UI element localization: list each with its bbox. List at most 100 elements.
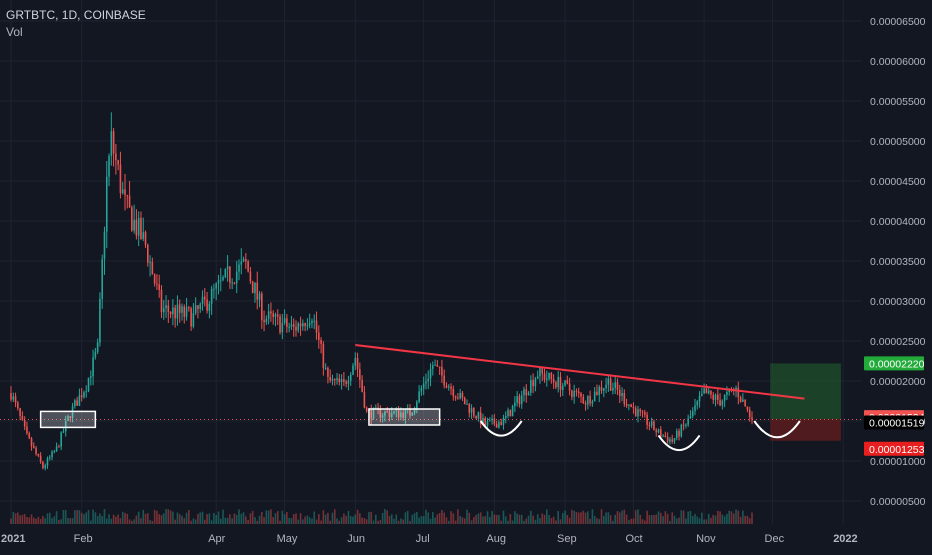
cup-arc[interactable] <box>753 420 801 439</box>
volume-bar <box>466 509 468 524</box>
target-zone[interactable] <box>770 363 841 420</box>
volume-bar <box>498 515 500 524</box>
candle-body <box>64 420 67 432</box>
volume-bar <box>614 514 616 524</box>
candle-body <box>238 264 240 272</box>
volume-bar <box>730 511 733 524</box>
volume-bar <box>575 511 578 524</box>
volume-bar <box>381 512 384 524</box>
candle-body <box>701 393 703 396</box>
volume-bar <box>361 517 363 524</box>
candle-body <box>557 376 559 388</box>
candle-body <box>322 343 325 368</box>
candle-body <box>628 404 630 406</box>
volume-bar <box>504 516 507 524</box>
volume-bar <box>511 520 514 524</box>
volume-bar <box>509 514 512 524</box>
volume-bar <box>290 517 293 524</box>
y-tick-label: 0.00003500 <box>870 256 926 268</box>
candle-body <box>226 266 229 269</box>
volume-bar <box>568 517 571 524</box>
candle-body <box>199 303 202 310</box>
volume-bar <box>83 514 85 524</box>
candle-body <box>318 332 320 340</box>
volume-bar <box>459 515 461 524</box>
volume-bar <box>327 512 329 524</box>
volume-bar <box>265 510 268 524</box>
candle-body <box>14 396 17 403</box>
volume-bar <box>500 520 502 524</box>
volume-bar <box>224 517 227 524</box>
candle-body <box>204 296 206 300</box>
consolidation-box[interactable] <box>368 408 441 426</box>
x-tick-label: Sep <box>557 533 577 545</box>
candle-body <box>390 413 393 417</box>
resistance-trendline[interactable] <box>355 344 805 400</box>
candle-body <box>115 153 117 161</box>
cup-arc[interactable] <box>657 434 701 452</box>
volume-bar <box>726 513 728 524</box>
candle-body <box>536 376 539 379</box>
volume-bar <box>721 514 724 524</box>
volume-bar <box>235 514 238 524</box>
candle-body <box>630 404 632 407</box>
candle-body <box>233 282 236 284</box>
volume-bar <box>639 514 642 524</box>
volume-bar <box>447 520 450 524</box>
candle-body <box>705 388 708 394</box>
candle-body <box>311 320 313 324</box>
volume-bar <box>468 512 471 524</box>
volume-bar <box>274 513 277 524</box>
volume-bar <box>438 512 441 524</box>
volume-bar <box>229 514 231 524</box>
cup-arc[interactable] <box>479 420 523 437</box>
volume-bar <box>144 513 147 524</box>
candle-body <box>158 284 160 290</box>
candle-body <box>543 373 546 380</box>
candle-body <box>719 399 721 406</box>
volume-bar <box>96 516 99 524</box>
candle-body <box>584 403 587 405</box>
stop-zone[interactable] <box>770 419 841 441</box>
candle-body <box>279 316 281 333</box>
volume-bar <box>751 512 753 524</box>
volume-bar <box>377 520 379 524</box>
candle-body <box>308 323 311 326</box>
volume-bar <box>192 518 195 524</box>
volume-bar <box>90 520 92 524</box>
volume-bar <box>185 512 188 524</box>
candle-body <box>219 279 222 281</box>
volume-bar <box>315 519 318 524</box>
candle-body <box>178 304 181 313</box>
volume-bar <box>698 518 701 524</box>
candle-body <box>548 372 550 379</box>
consolidation-box[interactable] <box>39 410 97 429</box>
volume-bar <box>60 519 62 524</box>
volume-bar <box>306 515 309 524</box>
candle-body <box>162 308 165 313</box>
candle-body <box>461 392 464 398</box>
candle-body <box>167 305 170 312</box>
volume-bar <box>678 517 680 524</box>
candle-body <box>288 326 290 328</box>
volume-bar <box>117 514 119 524</box>
candle-body <box>527 392 530 396</box>
candle-body <box>46 458 49 466</box>
volume-bar <box>167 509 170 524</box>
volume-bar <box>666 513 669 524</box>
volume-bar <box>589 518 591 524</box>
candle-body <box>632 406 635 409</box>
volume-bar <box>37 516 40 524</box>
candle-body <box>51 451 53 458</box>
volume-bar <box>213 513 215 524</box>
candle-body <box>438 366 441 368</box>
volume-bar <box>404 512 407 524</box>
candle-body <box>17 402 19 409</box>
volume-bar <box>44 518 46 524</box>
volume-bar <box>445 517 448 524</box>
candle-body <box>434 364 436 366</box>
candle-body <box>687 418 689 425</box>
volume-bar <box>35 518 37 524</box>
